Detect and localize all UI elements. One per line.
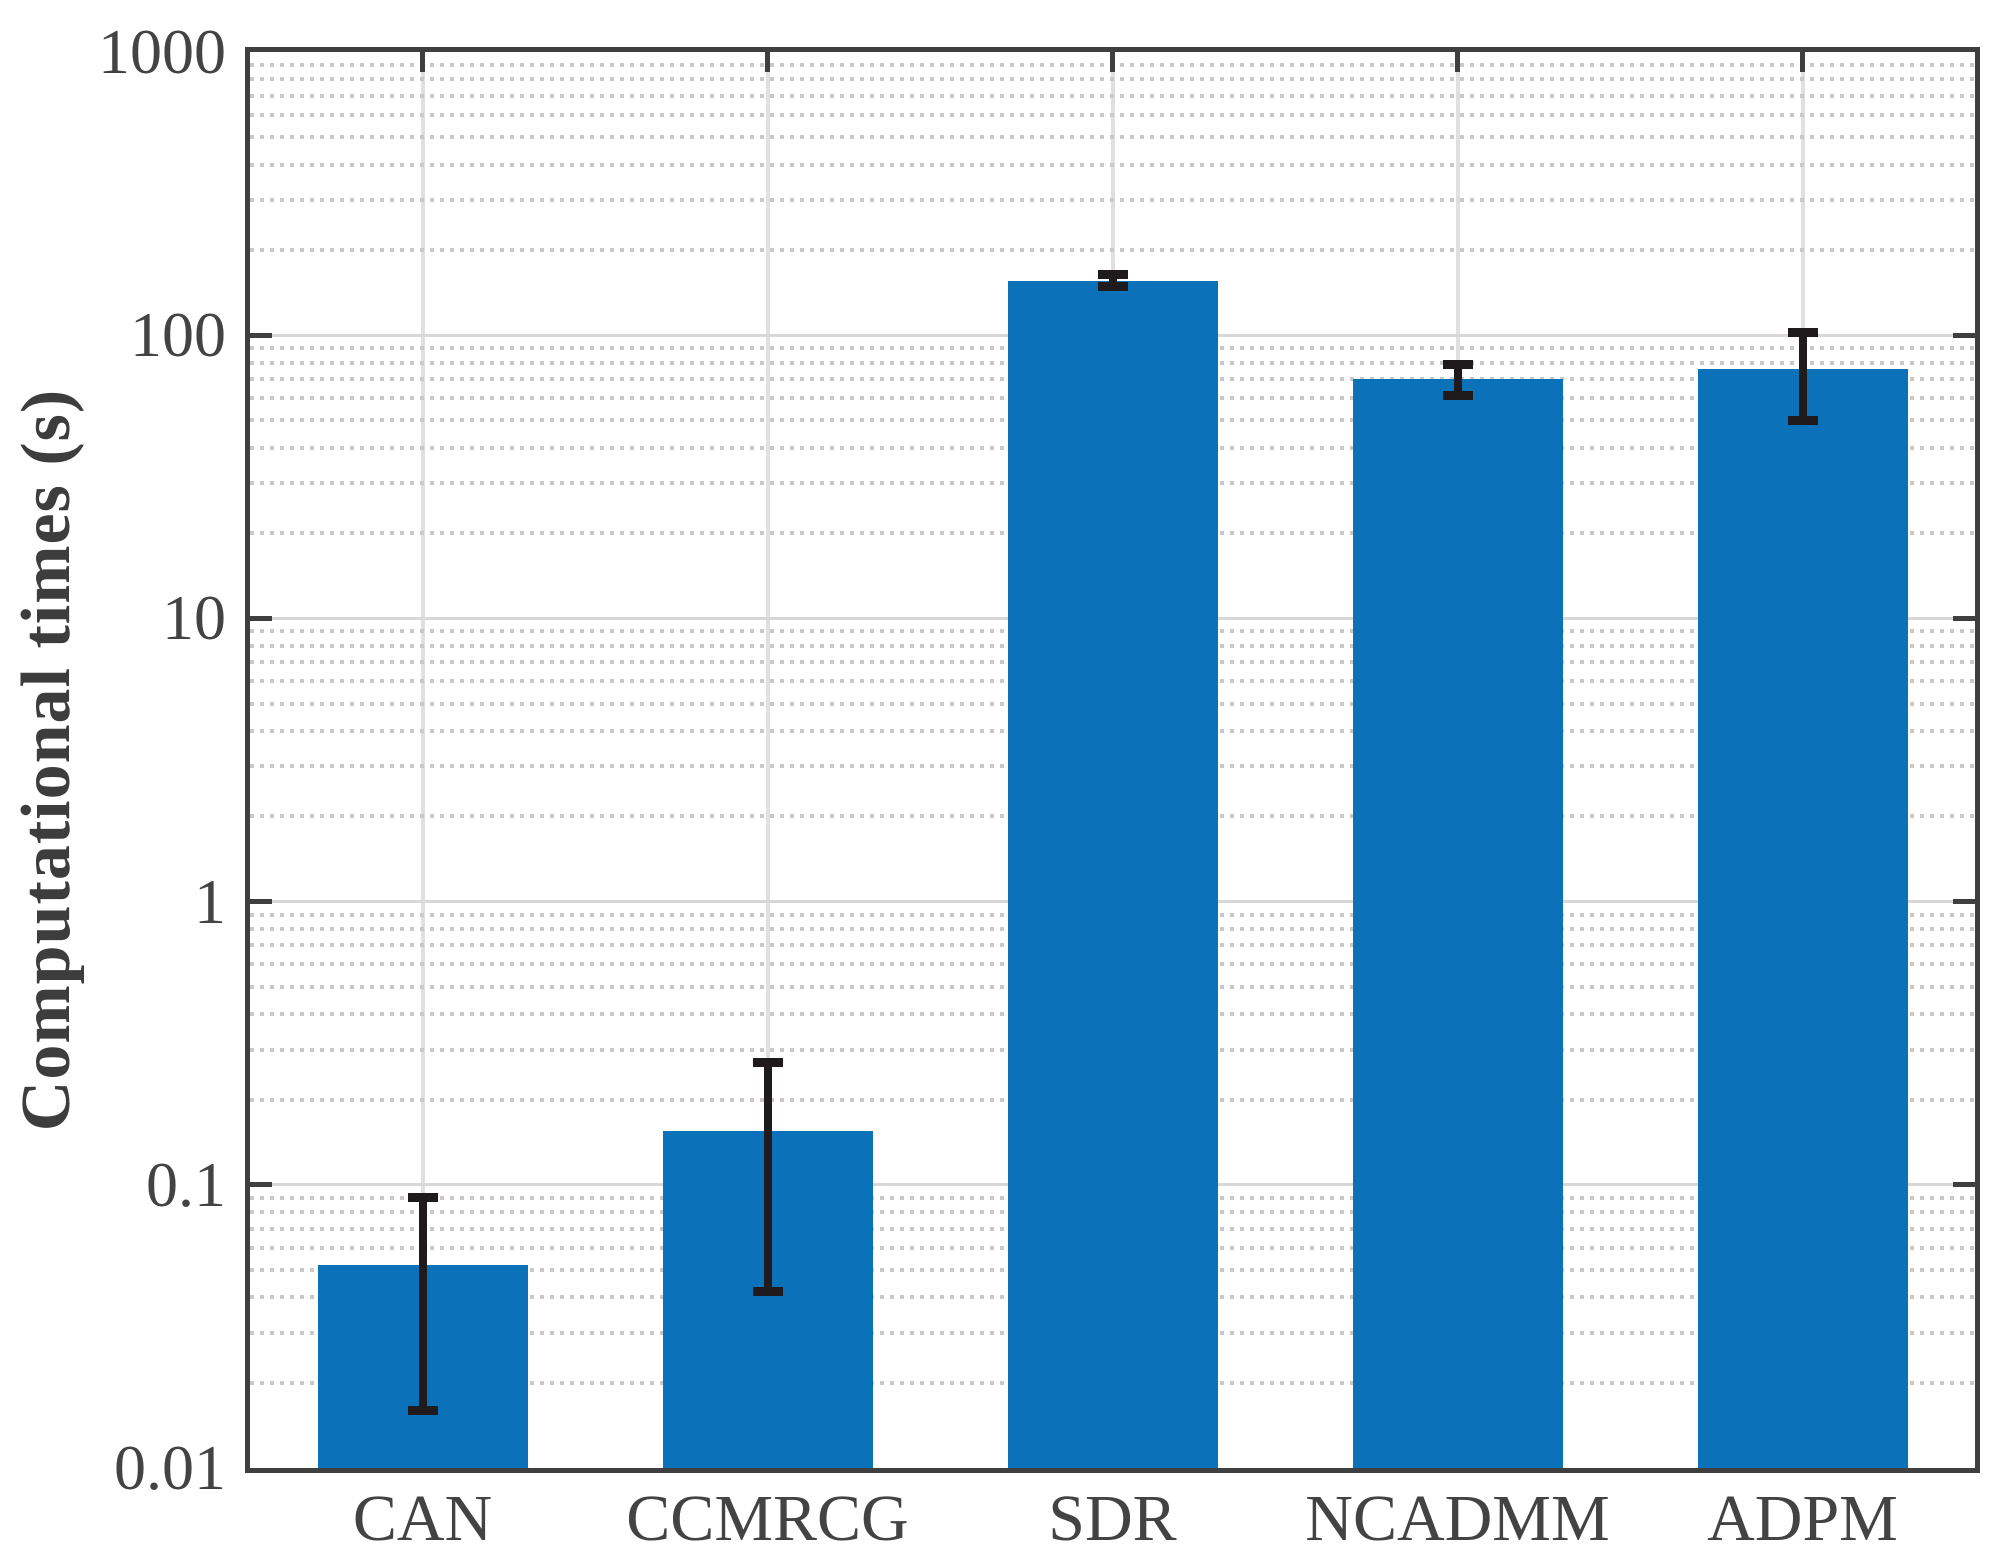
- y-tick-right: [1953, 332, 1975, 338]
- x-tick-top: [1110, 52, 1115, 72]
- error-cap-high-ccmrcg: [752, 1058, 783, 1068]
- bar-adpm: [1697, 368, 1908, 1468]
- error-bar-ccmrcg: [763, 1062, 772, 1292]
- error-cap-low-can: [407, 1405, 438, 1415]
- error-cap-high-sdr: [1097, 269, 1128, 279]
- x-tick-top: [1800, 52, 1805, 72]
- bar-sdr: [1007, 280, 1218, 1468]
- minor-gridline: [250, 162, 1975, 167]
- y-tick-right: [1953, 899, 1975, 905]
- y-tick-left: [250, 1182, 272, 1188]
- x-tick-label-ccmrcg: CCMRCG: [626, 1482, 909, 1555]
- minor-gridline: [250, 247, 1975, 252]
- x-tick-top: [1455, 52, 1460, 72]
- x-tick-label-adpm: ADPM: [1707, 1482, 1898, 1555]
- bar-ncadmm: [1352, 379, 1563, 1468]
- y-tick-label-1000: 1000: [98, 16, 226, 87]
- error-cap-low-sdr: [1097, 281, 1128, 291]
- minor-gridline: [250, 135, 1975, 140]
- error-cap-low-adpm: [1787, 415, 1818, 425]
- error-cap-high-ncadmm: [1442, 359, 1473, 369]
- y-tick-label-100: 100: [130, 299, 226, 371]
- vertical-gridline-ccmrcg: [765, 52, 770, 1468]
- y-axis-label: Computational times (s): [8, 388, 85, 1132]
- error-bar-adpm: [1798, 332, 1807, 421]
- error-bar-sdr: [1108, 274, 1117, 287]
- error-cap-low-ncadmm: [1442, 391, 1473, 401]
- y-tick-right: [1953, 615, 1975, 621]
- x-tick-label-sdr: SDR: [1048, 1482, 1177, 1555]
- plot-area: [245, 47, 1980, 1473]
- y-tick-right: [1953, 1182, 1975, 1188]
- minor-gridline: [250, 77, 1975, 82]
- x-tick-label-can: CAN: [352, 1482, 493, 1555]
- error-bar-can: [418, 1197, 427, 1411]
- minor-gridline: [250, 93, 1975, 98]
- x-tick-label-ncadmm: NCADMM: [1305, 1482, 1610, 1555]
- minor-gridline: [250, 112, 1975, 117]
- x-tick-top: [420, 52, 425, 72]
- y-tick-left: [250, 615, 272, 621]
- minor-gridline: [250, 198, 1975, 203]
- error-cap-high-can: [407, 1193, 438, 1203]
- y-tick-left: [250, 899, 272, 905]
- y-tick-label-0_01: 0.01: [114, 1432, 226, 1503]
- error-bar-ncadmm: [1453, 364, 1462, 396]
- error-cap-high-adpm: [1787, 328, 1818, 338]
- error-cap-low-ccmrcg: [752, 1286, 783, 1296]
- y-tick-label-10: 10: [162, 582, 226, 654]
- y-tick-label-0_1: 0.1: [146, 1148, 226, 1220]
- vertical-gridline-can: [420, 52, 425, 1468]
- x-tick-top: [765, 52, 770, 72]
- y-tick-label-1: 1: [194, 865, 226, 937]
- y-tick-left: [250, 332, 272, 338]
